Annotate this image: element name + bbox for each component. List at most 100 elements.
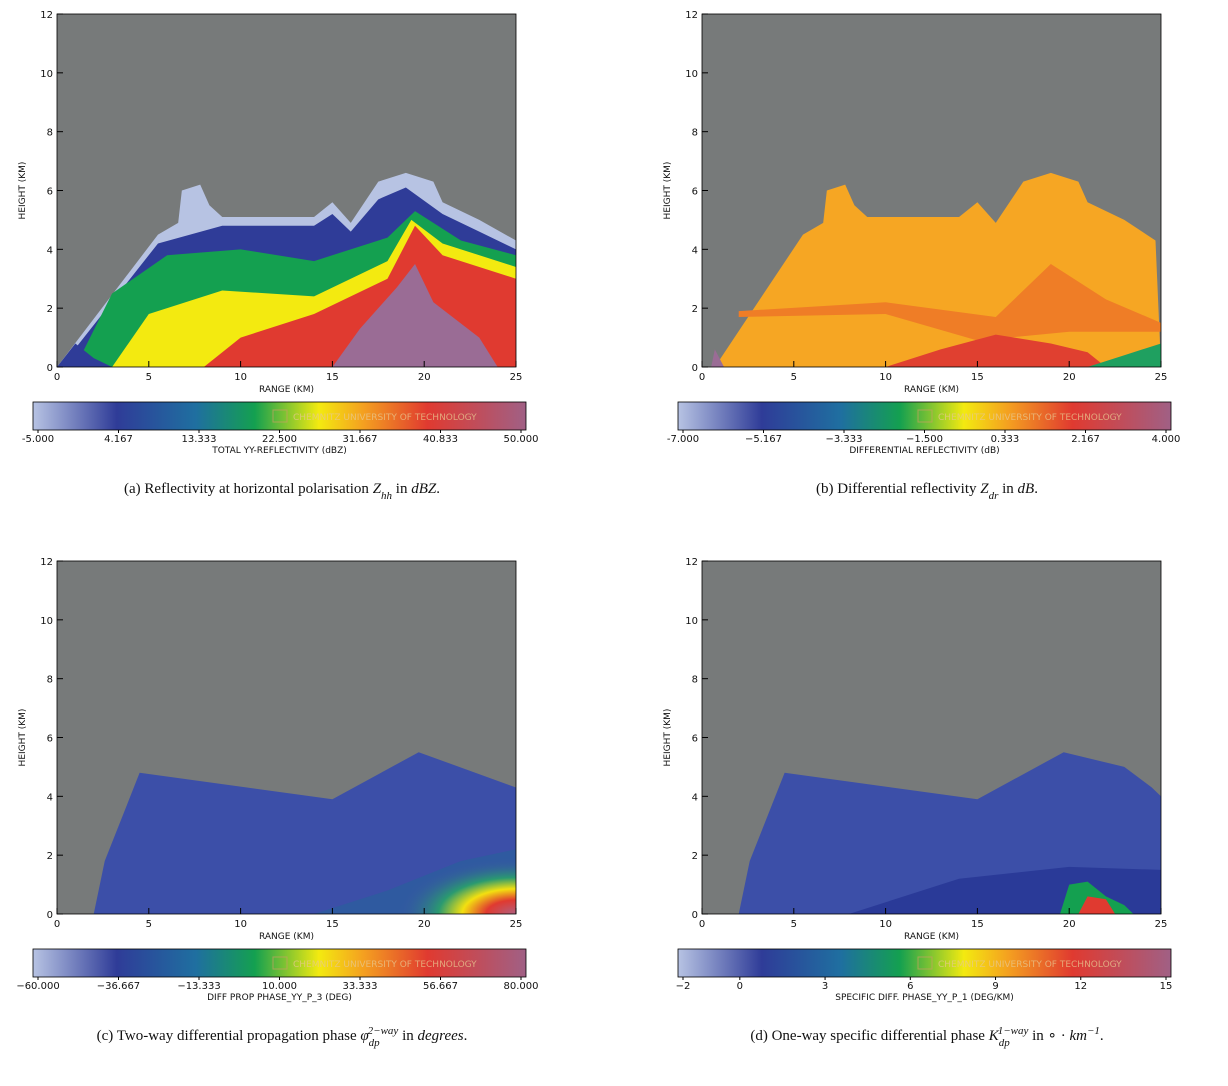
x-tick-label: 10 bbox=[879, 919, 892, 930]
colorbar-watermark: CHEMNITZ UNIVERSITY OF TECHNOLOGY bbox=[938, 413, 1122, 423]
caption-part: km bbox=[1069, 1028, 1087, 1044]
watermark-icon bbox=[272, 409, 288, 423]
y-tick-label: 12 bbox=[685, 10, 698, 21]
echo-region bbox=[396, 858, 516, 914]
colorbar-tick-label: 2.167 bbox=[1071, 434, 1100, 445]
caption: (d) One-way specific differential phase … bbox=[750, 1025, 1103, 1049]
y-tick-label: 10 bbox=[685, 69, 698, 80]
caption-part: hh bbox=[381, 490, 393, 502]
colorbar-tick-label: 33.333 bbox=[342, 981, 377, 992]
x-tick-label: 25 bbox=[1155, 919, 1168, 930]
colorbar-tick-label: 6 bbox=[907, 981, 913, 992]
colorbar-tick-label: 0.333 bbox=[991, 434, 1020, 445]
caption-part: 1−way bbox=[998, 1025, 1029, 1037]
caption-part: K bbox=[988, 1028, 1000, 1044]
y-tick-label: 4 bbox=[47, 792, 53, 803]
watermark-icon bbox=[917, 409, 933, 423]
caption-part: 2−way bbox=[368, 1025, 399, 1037]
panel: 0 5 10 15 20 25 0 2 4 6 8 10 12 RANGE (KM) HEIGHT (KM)… bbox=[663, 557, 1172, 1049]
caption-part: dB bbox=[1018, 481, 1035, 497]
y-tick-label: 8 bbox=[47, 128, 53, 139]
colorbar-tick-label: 4.167 bbox=[104, 434, 133, 445]
x-tick-label: 20 bbox=[418, 372, 431, 383]
caption-part: in bbox=[398, 1028, 417, 1044]
x-axis-label: RANGE (KM) bbox=[259, 932, 314, 942]
colorbar-tick-label: −13.333 bbox=[177, 981, 220, 992]
colorbar-tick-label: 22.500 bbox=[262, 434, 297, 445]
echo-region bbox=[93, 752, 516, 914]
colorbar-tick-label: 9 bbox=[992, 981, 998, 992]
colorbar-tick-label: -7.000 bbox=[667, 434, 699, 445]
caption: (a) Reflectivity at horizontal polarisat… bbox=[124, 481, 440, 502]
echo-region bbox=[57, 343, 113, 367]
colorbar-tick-label: 31.667 bbox=[343, 434, 378, 445]
colorbar-tick-label: 13.333 bbox=[181, 434, 216, 445]
x-tick-label: 5 bbox=[146, 372, 152, 383]
colorbar-tick-label: 3 bbox=[822, 981, 828, 992]
x-tick-label: 5 bbox=[146, 919, 152, 930]
colorbar-tick-label: 0 bbox=[737, 981, 743, 992]
y-tick-label: 0 bbox=[47, 910, 53, 921]
caption-part: in bbox=[392, 481, 411, 497]
echo-region bbox=[885, 334, 1106, 367]
y-tick-label: 8 bbox=[692, 128, 698, 139]
y-axis-label: HEIGHT (KM) bbox=[663, 709, 673, 767]
y-tick-label: 2 bbox=[47, 851, 53, 862]
x-tick-label: 15 bbox=[971, 372, 984, 383]
x-tick-label: 25 bbox=[1155, 372, 1168, 383]
caption: (b) Differential reflectivity Zdr in dB. bbox=[816, 481, 1038, 502]
echo-region bbox=[1087, 343, 1161, 367]
y-tick-label: 12 bbox=[685, 557, 698, 568]
caption-part: (b) Differential reflectivity bbox=[816, 481, 980, 497]
x-tick-label: 5 bbox=[791, 372, 797, 383]
colorbar-label: SPECIFIC DIFF. PHASE_YY_P_1 (DEG/KM) bbox=[835, 993, 1014, 1003]
x-axis-label: RANGE (KM) bbox=[904, 932, 959, 942]
y-tick-label: 4 bbox=[692, 792, 698, 803]
y-tick-label: 6 bbox=[692, 187, 698, 198]
caption-part: . bbox=[464, 1028, 468, 1044]
caption-part: (d) One-way specific differential phase bbox=[750, 1028, 988, 1044]
y-tick-label: 0 bbox=[692, 363, 698, 374]
x-tick-label: 20 bbox=[1063, 919, 1076, 930]
colorbar-watermark: CHEMNITZ UNIVERSITY OF TECHNOLOGY bbox=[938, 960, 1122, 970]
x-tick-label: 20 bbox=[1063, 372, 1076, 383]
x-tick-label: 0 bbox=[54, 372, 60, 383]
caption-part: dp bbox=[999, 1037, 1011, 1049]
colorbar-label: DIFF PROP PHASE_YY_P_3 (DEG) bbox=[207, 993, 352, 1003]
colorbar bbox=[677, 948, 1172, 978]
y-axis-label: HEIGHT (KM) bbox=[18, 162, 28, 220]
x-tick-label: 10 bbox=[879, 372, 892, 383]
colorbar-tick-label: 12 bbox=[1074, 981, 1087, 992]
x-tick-label: 20 bbox=[418, 919, 431, 930]
y-tick-label: 2 bbox=[47, 304, 53, 315]
echo-region bbox=[332, 264, 498, 367]
x-tick-label: 25 bbox=[510, 919, 523, 930]
colorbar-tick-label: −3.333 bbox=[826, 434, 863, 445]
x-axis-label: RANGE (KM) bbox=[259, 385, 314, 395]
x-tick-label: 5 bbox=[791, 919, 797, 930]
colorbar-tick-label: 40.833 bbox=[423, 434, 458, 445]
y-tick-label: 6 bbox=[47, 734, 53, 745]
caption-part: Z bbox=[373, 481, 382, 497]
y-tick-label: 2 bbox=[692, 851, 698, 862]
caption: (c) Two-way differential propagation pha… bbox=[97, 1025, 468, 1049]
y-tick-label: 10 bbox=[685, 616, 698, 627]
caption-part: Z bbox=[980, 481, 989, 497]
y-tick-label: 0 bbox=[47, 363, 53, 374]
y-tick-label: 12 bbox=[40, 557, 53, 568]
colorbar-tick-label: −5.167 bbox=[745, 434, 782, 445]
colorbar-watermark: CHEMNITZ UNIVERSITY OF TECHNOLOGY bbox=[293, 960, 477, 970]
caption-part: in bbox=[998, 481, 1017, 497]
colorbar-tick-label: 10.000 bbox=[262, 981, 297, 992]
colorbar-tick-label: −2 bbox=[676, 981, 691, 992]
colorbar-label: TOTAL YY-REFLECTIVITY (dBZ) bbox=[211, 446, 347, 456]
colorbar-tick-label: −60.000 bbox=[16, 981, 59, 992]
caption-part: (c) Two-way differential propagation pha… bbox=[97, 1028, 361, 1044]
colorbar-label: DIFFERENTIAL REFLECTIVITY (dB) bbox=[849, 446, 999, 456]
caption-part: degrees bbox=[418, 1028, 464, 1044]
caption-part: dp bbox=[369, 1037, 381, 1049]
colorbar-tick-label: −1.500 bbox=[906, 434, 943, 445]
x-tick-label: 0 bbox=[699, 372, 705, 383]
x-tick-label: 15 bbox=[326, 919, 339, 930]
echo-region bbox=[1060, 881, 1134, 914]
